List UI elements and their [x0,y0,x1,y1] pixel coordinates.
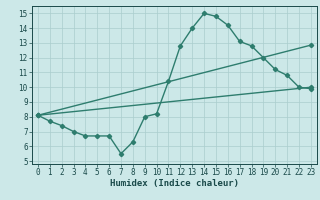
X-axis label: Humidex (Indice chaleur): Humidex (Indice chaleur) [110,179,239,188]
